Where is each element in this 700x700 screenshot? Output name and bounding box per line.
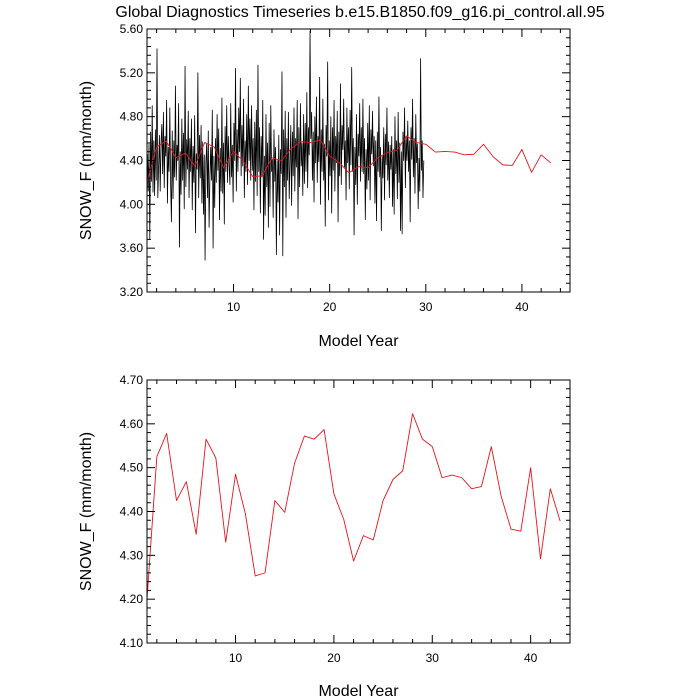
top-panel-xtick-label: 30 <box>419 300 433 314</box>
top-panel-ticks: 10 20 30 40 3.20 3.60 4.00 4.40 4.80 5.20 5.60 <box>120 22 570 314</box>
top-panel-ytick-label: 3.60 <box>120 241 144 255</box>
top-panel-series-monthly-line <box>147 30 425 261</box>
top-panel-xlabel: Model Year <box>318 333 399 350</box>
top-panel-xtick-label: 10 <box>227 300 241 314</box>
bottom-panel-ytick-label: 4.40 <box>120 505 144 519</box>
figure-title: Global Diagnostics Timeseries b.e15.B185… <box>115 4 604 21</box>
bottom-panel-ytick-label: 4.20 <box>120 592 144 606</box>
bottom-panel-series-annual-line <box>146 413 561 600</box>
top-panel-ytick-label: 5.60 <box>120 22 144 36</box>
top-panel-ytick-label: 4.40 <box>120 154 144 168</box>
bottom-panel-xlabel: Model Year <box>318 683 399 700</box>
bottom-panel-xtick-label: 40 <box>524 651 538 665</box>
bottom-panel-frame <box>146 379 571 644</box>
top-panel-series-annual-line <box>146 135 552 183</box>
bottom-panel-ytick-label: 4.60 <box>120 417 144 431</box>
bottom-panel-ytick-label: 4.70 <box>120 373 144 387</box>
top-panel-ytick-label: 3.20 <box>120 285 144 299</box>
bottom-panel-xtick-label: 20 <box>327 651 341 665</box>
top-panel-ylabel: SNOW_F (mm/month) <box>78 81 95 240</box>
top-panel-xtick-label: 40 <box>515 300 529 314</box>
top-panel-ytick-label: 5.20 <box>120 66 144 80</box>
bottom-panel: 10 20 30 40 4.10 4.20 4.30 4.40 4.50 4.60 4.70 Mod… <box>78 373 571 700</box>
top-panel-marks <box>146 30 552 261</box>
bottom-panel-xtick-label: 30 <box>426 651 440 665</box>
bottom-panel-marks <box>146 413 561 600</box>
bottom-panel-xtick-label: 10 <box>229 651 243 665</box>
bottom-panel-ytick-label: 4.50 <box>120 461 144 475</box>
top-panel-xtick-label: 20 <box>323 300 337 314</box>
top-panel-ytick-label: 4.80 <box>120 110 144 124</box>
top-panel-ytick-label: 4.00 <box>120 197 144 211</box>
bottom-panel-ytick-label: 4.30 <box>120 548 144 562</box>
bottom-panel-ytick-label: 4.10 <box>120 636 144 650</box>
top-panel: 10 20 30 40 3.20 3.60 4.00 4.40 4.80 5.20 5.60 Mod… <box>78 22 571 350</box>
bottom-panel-ylabel: SNOW_F (mm/month) <box>78 432 95 591</box>
bottom-panel-ticks: 10 20 30 40 4.10 4.20 4.30 4.40 4.50 4.60 4.70 <box>120 373 571 665</box>
